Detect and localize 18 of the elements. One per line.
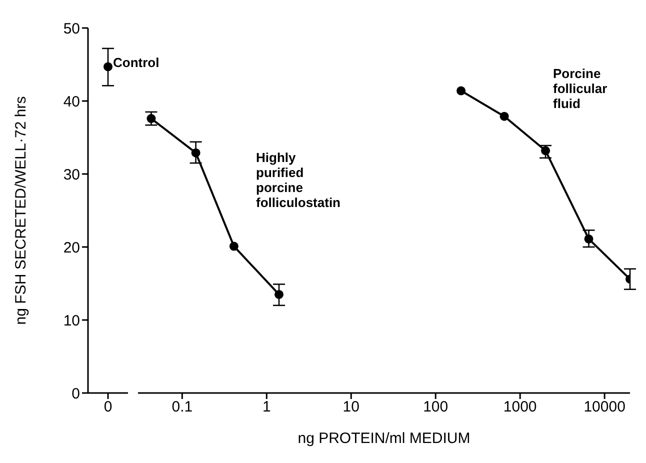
y-tick-label: 40: [63, 93, 80, 110]
x-tick-label: 0.1: [172, 398, 193, 416]
y-axis-title: ng FSH SECRETED/WELL·72 hrs: [12, 96, 30, 325]
text: Highly purified porcine folliculostatin: [256, 150, 340, 210]
x-tick-label: 1: [262, 398, 271, 416]
y-tick-label: 50: [63, 20, 80, 38]
y-tick-label: 0: [72, 385, 80, 402]
x-tick-label: 10: [342, 398, 360, 416]
x-axis-title: ng PROTEIN/ml MEDIUM: [298, 430, 470, 447]
x-tick-label: 1000: [503, 398, 537, 416]
y-tick-label: 10: [63, 312, 80, 330]
text: Porcine follicular fluid: [553, 66, 608, 111]
series-label: Control: [113, 55, 160, 70]
y-tick-label: 20: [63, 239, 80, 256]
x-tick-label: 0: [104, 398, 112, 416]
y-tick-label: 30: [63, 166, 80, 184]
x-tick-label: 100: [423, 398, 448, 416]
x-tick-label: 10000: [584, 398, 626, 416]
